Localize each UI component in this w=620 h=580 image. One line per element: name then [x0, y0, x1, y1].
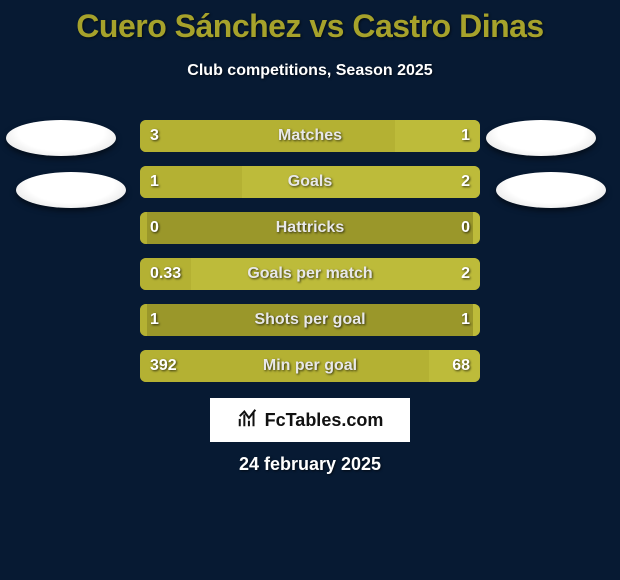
metric-rows: 31Matches 12Goals 00Hattricks 0.332Goals pe… — [0, 120, 620, 396]
metric-bar-track: 00Hattricks — [140, 212, 480, 244]
right-avatar — [486, 120, 596, 156]
metric-label: Min per goal — [140, 350, 480, 382]
metric-label: Hattricks — [140, 212, 480, 244]
metric-bar-track: 39268Min per goal — [140, 350, 480, 382]
left-avatar — [16, 172, 126, 208]
date-label: 24 february 2025 — [0, 454, 620, 475]
metric-row: 11Shots per goal — [0, 304, 620, 336]
page-subtitle: Club competitions, Season 2025 — [0, 62, 620, 80]
metric-label: Goals — [140, 166, 480, 198]
metric-row: 39268Min per goal — [0, 350, 620, 382]
metric-label: Goals per match — [140, 258, 480, 290]
metric-row: 00Hattricks — [0, 212, 620, 244]
metric-bar-track: 0.332Goals per match — [140, 258, 480, 290]
source-badge-text: FcTables.com — [265, 410, 384, 431]
metric-bar-track: 11Shots per goal — [140, 304, 480, 336]
page-title: Cuero Sánchez vs Castro Dinas — [0, 8, 620, 45]
left-avatar — [6, 120, 116, 156]
metric-label: Shots per goal — [140, 304, 480, 336]
metric-label: Matches — [140, 120, 480, 152]
metric-row: 0.332Goals per match — [0, 258, 620, 290]
chart-icon — [237, 407, 259, 434]
metric-bar-track: 31Matches — [140, 120, 480, 152]
source-badge: FcTables.com — [210, 398, 410, 442]
comparison-card: Cuero Sánchez vs Castro Dinas Club compe… — [0, 0, 620, 580]
metric-bar-track: 12Goals — [140, 166, 480, 198]
right-avatar — [496, 172, 606, 208]
